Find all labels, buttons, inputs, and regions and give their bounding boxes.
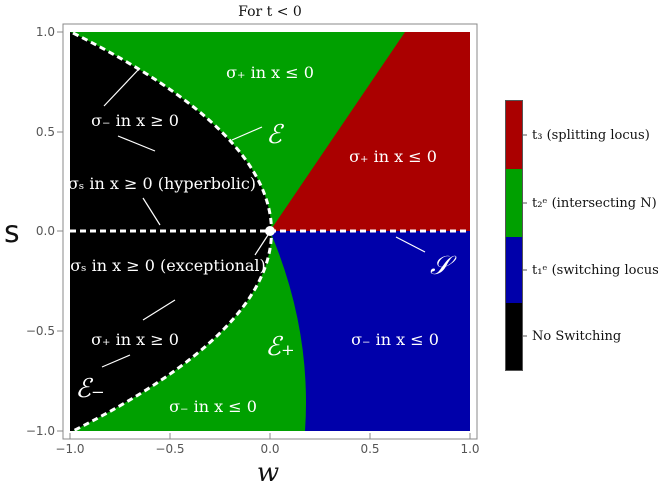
label-black-exceptional: σₛ in x ≥ 0 (exceptional) [70,256,266,275]
y-tick-label: −1.0 [26,424,55,438]
legend: t₃ (splitting locus) t₂ᵉ (intersecting N… [505,100,658,371]
x-tick-label: 1.0 [460,442,479,456]
plot-title: For t < 0 [238,4,302,20]
legend-label-red: t₃ (splitting locus) [532,128,650,143]
x-tick-label: −0.5 [155,442,184,456]
pointer-line-7 [395,236,426,253]
origin-point [265,226,275,236]
legend-label-blue: t₁ᵉ (switching locus) [532,263,658,278]
label-curve-E-plus: ℰ₊ [265,332,294,362]
pointer-line-1 [103,69,139,107]
label-top-green: σ₊ in x ≤ 0 [226,63,314,82]
legend-swatch-red [506,101,522,169]
legend-label-black: No Switching [532,329,621,344]
legend-label-green: t₂ᵉ (intersecting N) [532,196,657,211]
x-tick-label: 0.5 [360,442,379,456]
y-tick-label: 0.5 [36,125,55,139]
x-tick-label: −1.0 [55,442,84,456]
y-tick-label: −0.5 [26,324,55,338]
pointer-line-8 [101,354,131,368]
y-axis: 1.0 0.5 0.0 −0.5 −1.0 s [4,25,63,438]
x-axis: −1.0 −0.5 0.0 0.5 1.0 w [55,433,480,487]
label-black-top: σ₋ in x ≥ 0 [91,111,179,130]
legend-swatch-green [506,169,522,237]
pointer-line-2 [117,135,156,152]
label-curve-E-minus: ℰ₋ [75,374,104,404]
label-red: σ₊ in x ≤ 0 [349,147,437,166]
label-curve-E: ℰ [266,120,284,150]
label-black-hyperbolic: σₛ in x ≥ 0 (hyperbolic) [68,174,256,193]
region-blue [270,231,470,431]
y-tick-label: 0.0 [36,224,55,238]
legend-swatch-blue [506,237,522,303]
plot-area: σ₊ in x ≤ 0 σ₊ in x ≤ 0 σ₋ in x ≤ 0 σ₋ i… [62,23,478,440]
x-tick-label: 0.0 [260,442,279,456]
pointer-line-5 [142,299,176,321]
y-axis-label: s [4,215,20,250]
label-blue: σ₋ in x ≤ 0 [351,330,439,349]
label-bottom-green: σ₋ in x ≤ 0 [169,397,257,416]
x-axis-label: w [257,458,279,487]
pointer-line-3 [142,197,161,226]
legend-swatch-black [506,303,522,370]
region-red [270,32,470,231]
pointer-line-6 [231,126,263,141]
y-tick-label: 1.0 [36,25,55,39]
pointer-line-4 [254,234,269,256]
label-black-bottom: σ₊ in x ≥ 0 [91,330,179,349]
